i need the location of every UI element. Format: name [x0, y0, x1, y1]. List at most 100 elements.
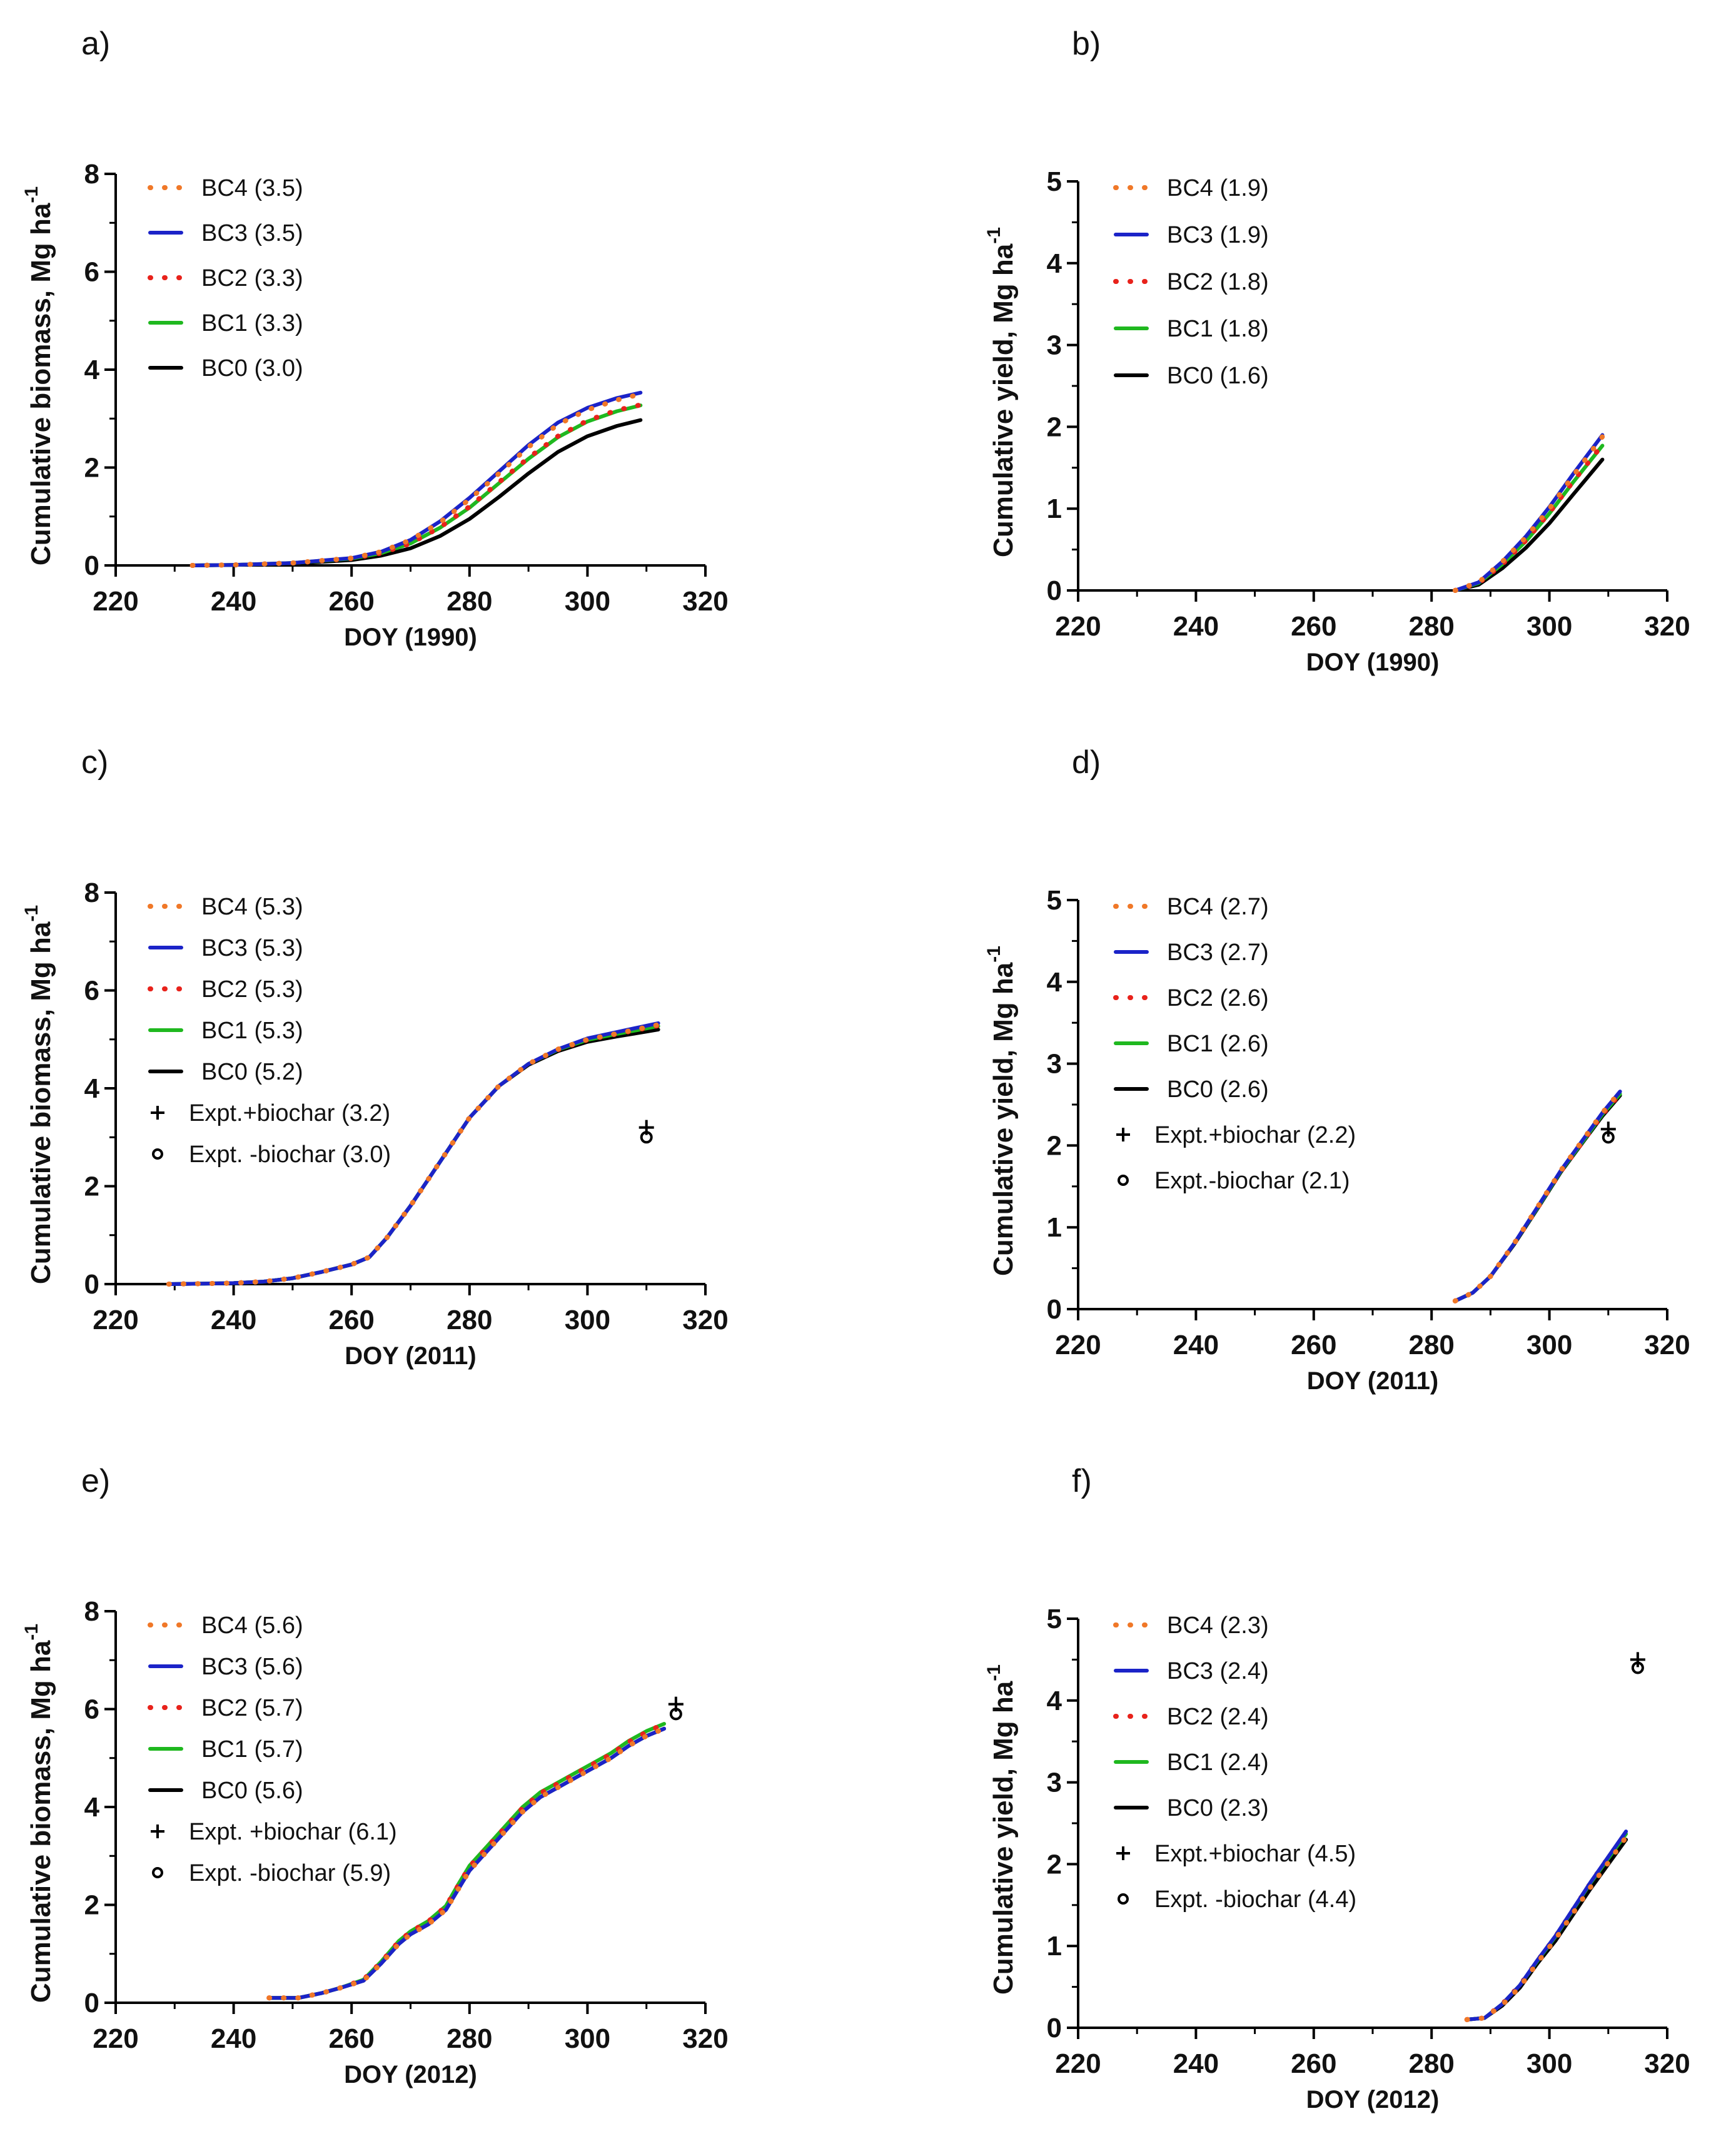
y-tick-label: 8	[84, 878, 99, 908]
expt-plus-biochar-point	[1630, 1652, 1645, 1668]
legend-entry: BC0 (5.6)	[148, 1778, 303, 1804]
x-axis-title: DOY (2012)	[1306, 2086, 1440, 2113]
legend-label: Expt. +biochar (6.1)	[189, 1819, 397, 1845]
legend-label: BC1 (2.6)	[1167, 1031, 1269, 1057]
legend-entry: Expt. -biochar (5.9)	[152, 1860, 391, 1886]
x-tick-label: 240	[211, 1305, 256, 1335]
legend-label: BC4 (2.3)	[1167, 1612, 1269, 1639]
legend-plus-marker	[151, 1106, 164, 1120]
x-tick-label: 260	[1291, 1330, 1336, 1360]
expt-minus-biochar-point	[669, 1708, 682, 1721]
x-tick-label: 220	[93, 586, 138, 617]
legend-label: Expt. -biochar (3.0)	[189, 1141, 391, 1168]
legend-label: BC4 (5.3)	[201, 894, 303, 920]
legend-entry: BC4 (5.3)	[148, 894, 303, 920]
y-tick-label: 2	[1047, 1849, 1062, 1880]
x-tick-label: 260	[328, 586, 374, 617]
x-tick-label: 260	[328, 2023, 374, 2054]
y-axis-title-superscript: -1	[984, 227, 1004, 244]
x-axis-title: DOY (1990)	[344, 624, 477, 651]
series-line-bc4	[189, 392, 643, 568]
legend-label: BC3 (1.9)	[1167, 222, 1269, 248]
legend-entry: BC1 (2.6)	[1114, 1031, 1269, 1057]
y-tick-label: 5	[1047, 1604, 1062, 1634]
x-tick-label: 280	[447, 1305, 492, 1335]
legend-entry: BC1 (2.4)	[1114, 1749, 1269, 1776]
legend-label: BC3 (2.4)	[1167, 1658, 1269, 1684]
y-tick-label: 1	[1047, 493, 1062, 524]
legend-label: BC3 (3.5)	[201, 220, 303, 246]
panel-label: c)	[81, 744, 109, 781]
legend-label: Expt.-biochar (2.1)	[1154, 1168, 1350, 1194]
legend-entry: BC3 (2.4)	[1114, 1658, 1269, 1684]
legend-label: BC2 (1.8)	[1167, 269, 1269, 295]
y-axis-title: Cumulative yield, Mg ha-1	[984, 227, 1019, 557]
x-tick-label: 220	[1055, 2048, 1101, 2079]
panel-e: e) 220 240 260 280 300 320 0 2 4 6 8 DOY (2012) Cumul…	[0, 1437, 866, 2156]
x-tick-label: 280	[447, 2023, 492, 2054]
x-tick-label: 320	[682, 1305, 728, 1335]
panel-label: a)	[81, 26, 111, 62]
chart-svg: 220 240 260 280 300 320 0 2 4 6 8 DOY (2011) Cumulat…	[21, 878, 729, 1370]
legend-label: BC4 (2.7)	[1167, 894, 1269, 920]
y-tick-label: 2	[84, 1172, 99, 1202]
series-line-bc0	[1453, 457, 1605, 592]
x-tick-label: 320	[682, 586, 728, 617]
expt-plus-biochar-point	[1600, 1121, 1616, 1137]
legend-entry: BC3 (1.9)	[1114, 222, 1269, 248]
series-line-bc2	[1464, 1830, 1629, 2022]
series-line-bc4	[1452, 1089, 1623, 1303]
y-tick-label: 5	[1047, 166, 1062, 197]
y-axis-title-superscript: -1	[21, 186, 42, 203]
legend-label: BC1 (2.4)	[1167, 1749, 1269, 1776]
x-tick-label: 300	[565, 2023, 610, 2054]
series-line-bc4	[266, 1726, 667, 2001]
x-tick-label: 320	[1644, 611, 1690, 642]
x-tick-label: 240	[1173, 611, 1219, 642]
legend-entry: BC4 (2.7)	[1113, 894, 1269, 920]
y-axis-title-text: Cumulative biomass, Mg ha	[26, 203, 56, 565]
legend-plus-marker	[1116, 1846, 1130, 1860]
x-tick-label: 260	[328, 1305, 374, 1335]
legend-label: BC0 (2.6)	[1167, 1076, 1269, 1103]
x-axis-title: DOY (1990)	[1306, 649, 1440, 676]
legend-circle-marker	[1118, 1175, 1129, 1186]
panel-f: f) 220 240 260 280 300 320 0 1 2 3 4 5 DOY (2012) Cumu…	[866, 1437, 1731, 2156]
y-axis-title-text: Cumulative yield, Mg ha	[988, 1681, 1019, 1995]
expt-minus-biochar-point	[640, 1131, 653, 1144]
legend-label: BC0 (5.6)	[201, 1778, 303, 1804]
y-tick-label: 8	[84, 159, 99, 190]
legend-label: BC3 (2.7)	[1167, 939, 1269, 966]
x-axis-title: DOY (2011)	[1307, 1367, 1439, 1395]
legend-entry: Expt.+biochar (4.5)	[1116, 1841, 1356, 1867]
panel-b: b) 220 240 260 280 300 320 0 1 2 3 4 5 DOY (1990) Cumu…	[866, 0, 1731, 719]
legend-label: BC0 (5.2)	[201, 1059, 303, 1085]
chart-svg: 220 240 260 280 300 320 0 1 2 3 4 5 DOY (2012) Cumula…	[984, 1604, 1690, 2113]
legend-circle-marker	[1118, 1893, 1129, 1905]
legend-label: BC3 (5.3)	[201, 935, 303, 961]
legend-label: Expt.+biochar (4.5)	[1154, 1841, 1356, 1867]
legend-entry: BC3 (5.6)	[148, 1654, 303, 1680]
y-axis-title: Cumulative biomass, Mg ha-1	[21, 1624, 56, 2003]
panel-a: a) 220 240 260 280 300 320 0 2 4 6 8 DOY (1990) Cumul…	[0, 0, 866, 719]
legend-entry: Expt.+biochar (2.2)	[1116, 1122, 1356, 1148]
series-line-bc3	[1453, 433, 1605, 592]
x-tick-label: 320	[1644, 1330, 1690, 1360]
x-tick-label: 240	[211, 586, 256, 617]
series-line-bc3	[1465, 1830, 1628, 2022]
y-tick-label: 3	[1047, 330, 1062, 361]
legend-label: BC0 (2.3)	[1167, 1795, 1269, 1821]
x-axis-title: DOY (2011)	[345, 1342, 477, 1370]
legend-label: BC2 (5.7)	[201, 1695, 303, 1721]
expt-minus-biochar-point	[1631, 1661, 1644, 1674]
legend-entry: Expt. -biochar (4.4)	[1118, 1886, 1356, 1913]
x-tick-label: 280	[1408, 2048, 1454, 2079]
y-tick-label: 6	[84, 257, 99, 288]
chart-svg: 220 240 260 280 300 320 0 1 2 3 4 5 DOY (2011) Cumula…	[984, 885, 1690, 1395]
legend-label: BC2 (5.3)	[201, 976, 303, 1003]
legend-entry: BC0 (5.2)	[148, 1059, 303, 1085]
legend-entry: BC4 (1.9)	[1113, 175, 1269, 201]
legend-entry: Expt.+biochar (3.2)	[151, 1100, 390, 1126]
legend-entry: BC2 (2.4)	[1113, 1704, 1269, 1730]
x-tick-label: 220	[93, 1305, 138, 1335]
